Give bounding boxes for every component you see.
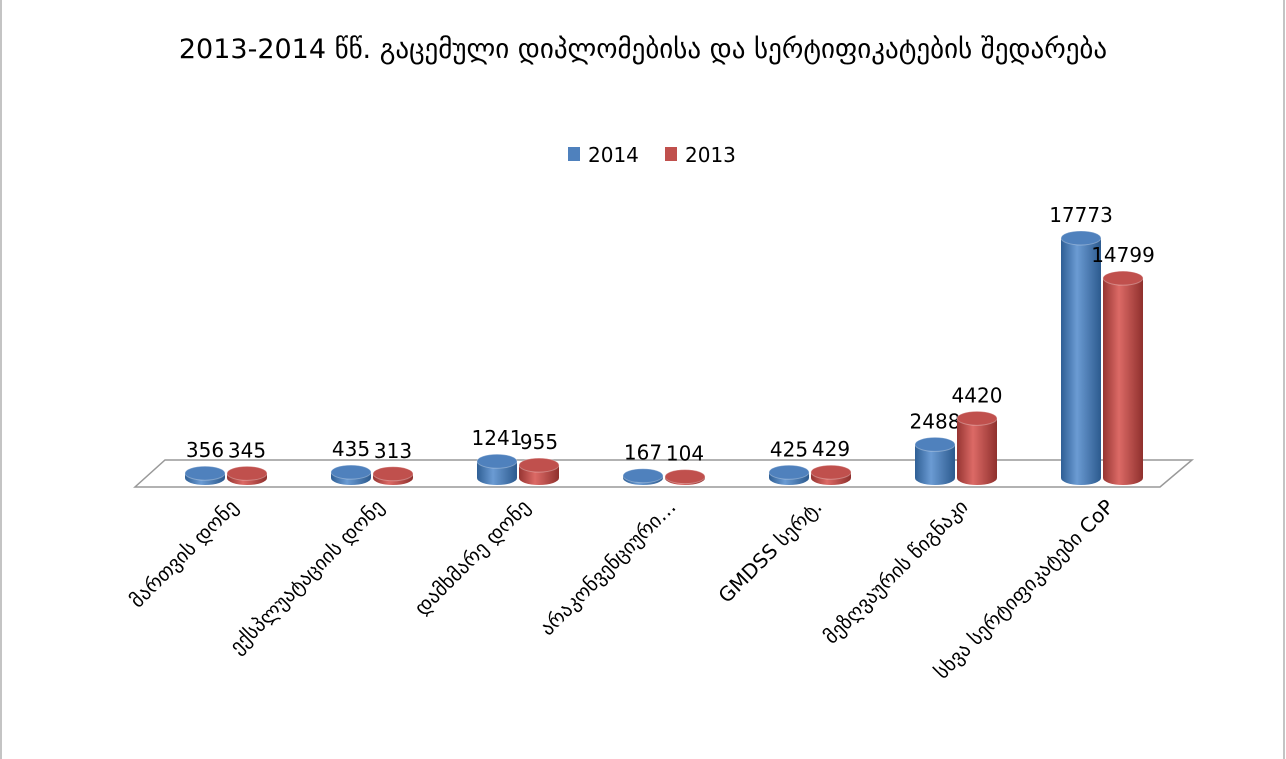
- value-label: 2488: [910, 409, 961, 433]
- cylinder-top: [768, 464, 810, 480]
- value-label: 1241: [472, 426, 523, 450]
- value-label: 345: [228, 438, 266, 462]
- value-label: 429: [812, 437, 850, 461]
- x-tick-label: არაკონვენციური…: [535, 495, 681, 641]
- legend-label: 2013: [685, 143, 736, 167]
- cylinder: [957, 418, 997, 485]
- cylinder-top: [184, 465, 226, 481]
- chart-title: 2013-2014 წწ. გაცემული დიპლომებისა და სე…: [178, 34, 1108, 65]
- cylinder-top: [956, 410, 998, 426]
- value-label: 425: [770, 437, 808, 461]
- legend-label: 2014: [588, 143, 639, 167]
- cylinder-top: [810, 464, 852, 480]
- value-label: 14799: [1091, 243, 1155, 267]
- x-tick-label: GMDSS სერტ.: [713, 495, 826, 608]
- x-tick-label: მართვის დონე: [125, 495, 243, 613]
- cylinder-top: [914, 436, 956, 452]
- cylinder: [915, 444, 955, 485]
- value-label: 313: [374, 439, 412, 463]
- legend-swatch: [665, 147, 677, 161]
- value-label: 435: [332, 437, 370, 461]
- value-label: 955: [520, 430, 558, 454]
- value-label: 167: [624, 441, 662, 465]
- cylinder-top: [476, 453, 518, 469]
- x-tick-label: მეზღვაურის წიგნაკი: [819, 495, 973, 649]
- cylinder: [1103, 278, 1143, 485]
- x-tick-label: დამხმარე დონე: [409, 495, 534, 620]
- cylinder-top: [372, 466, 414, 482]
- cylinder-top: [518, 457, 560, 473]
- value-label: 4420: [952, 383, 1003, 407]
- value-label: 104: [666, 442, 704, 466]
- cylinder-top: [1060, 230, 1102, 246]
- value-label: 17773: [1049, 203, 1113, 227]
- cylinder-top: [330, 464, 372, 480]
- cylinder: [1061, 238, 1101, 485]
- value-label: 356: [186, 438, 224, 462]
- cylinder-top: [622, 468, 664, 484]
- cylinder-top: [664, 469, 706, 485]
- legend-swatch: [568, 147, 580, 161]
- x-tick-label: ექსპლუატაციის დონე: [225, 495, 389, 659]
- cylinder-top: [1102, 270, 1144, 286]
- cylinder-top: [226, 465, 268, 481]
- floor: [133, 459, 1195, 488]
